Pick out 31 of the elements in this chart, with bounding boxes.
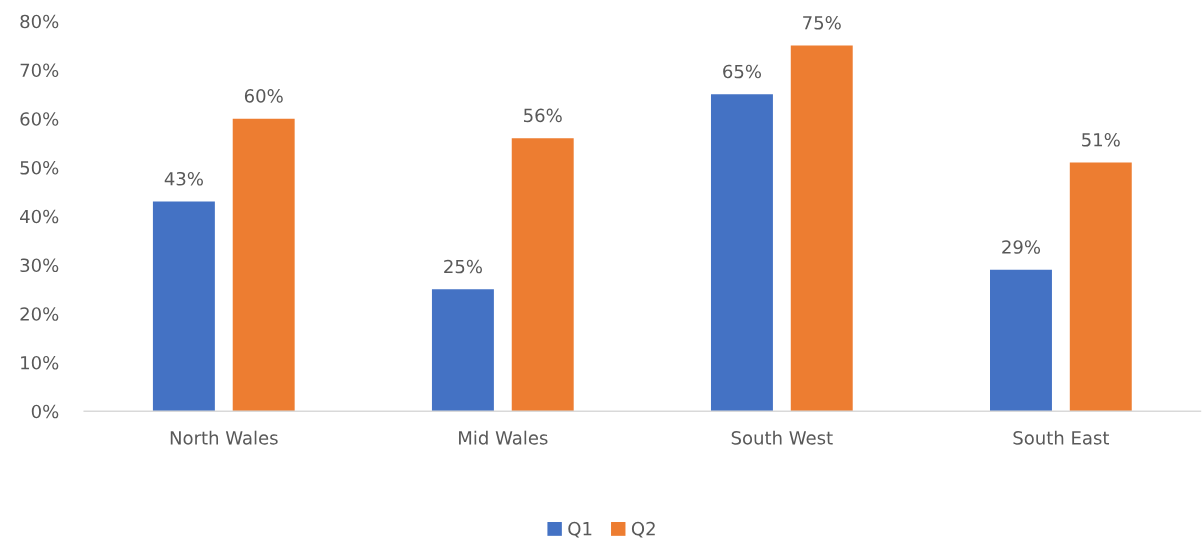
y-tick-label: 40% (20, 209, 59, 224)
bar (232, 118, 295, 412)
y-tick-label: 0% (31, 404, 59, 419)
bar (511, 138, 574, 412)
bar (431, 289, 494, 412)
data-label: 43% (164, 171, 203, 186)
data-label: 51% (1082, 132, 1120, 147)
data-label: 75% (803, 15, 841, 30)
data-label: 56% (524, 108, 562, 123)
y-tick-label: 50% (20, 160, 59, 175)
x-tick-label: North Wales (170, 430, 278, 445)
bar (152, 201, 215, 412)
x-tick-label: Mid Wales (459, 430, 548, 445)
x-tick-label: South East (1013, 430, 1110, 445)
legend-label: Q2 (631, 521, 655, 538)
y-tick-label: 80% (20, 14, 59, 29)
x-tick-label: South West (731, 430, 833, 445)
data-label: 65% (723, 64, 762, 79)
bar (790, 45, 853, 412)
data-label: 60% (244, 89, 283, 103)
data-label: 25% (444, 259, 482, 274)
y-tick-label: 20% (20, 307, 59, 321)
bar (710, 94, 773, 412)
legend-label: Q1 (568, 521, 592, 538)
bar (1069, 162, 1132, 412)
y-tick-label: 10% (21, 355, 59, 370)
y-tick-label: 70% (20, 63, 59, 78)
y-tick-label: 30% (20, 258, 59, 273)
bar (990, 269, 1052, 412)
y-tick-label: 60% (20, 112, 59, 126)
data-label: 29% (1002, 240, 1041, 254)
